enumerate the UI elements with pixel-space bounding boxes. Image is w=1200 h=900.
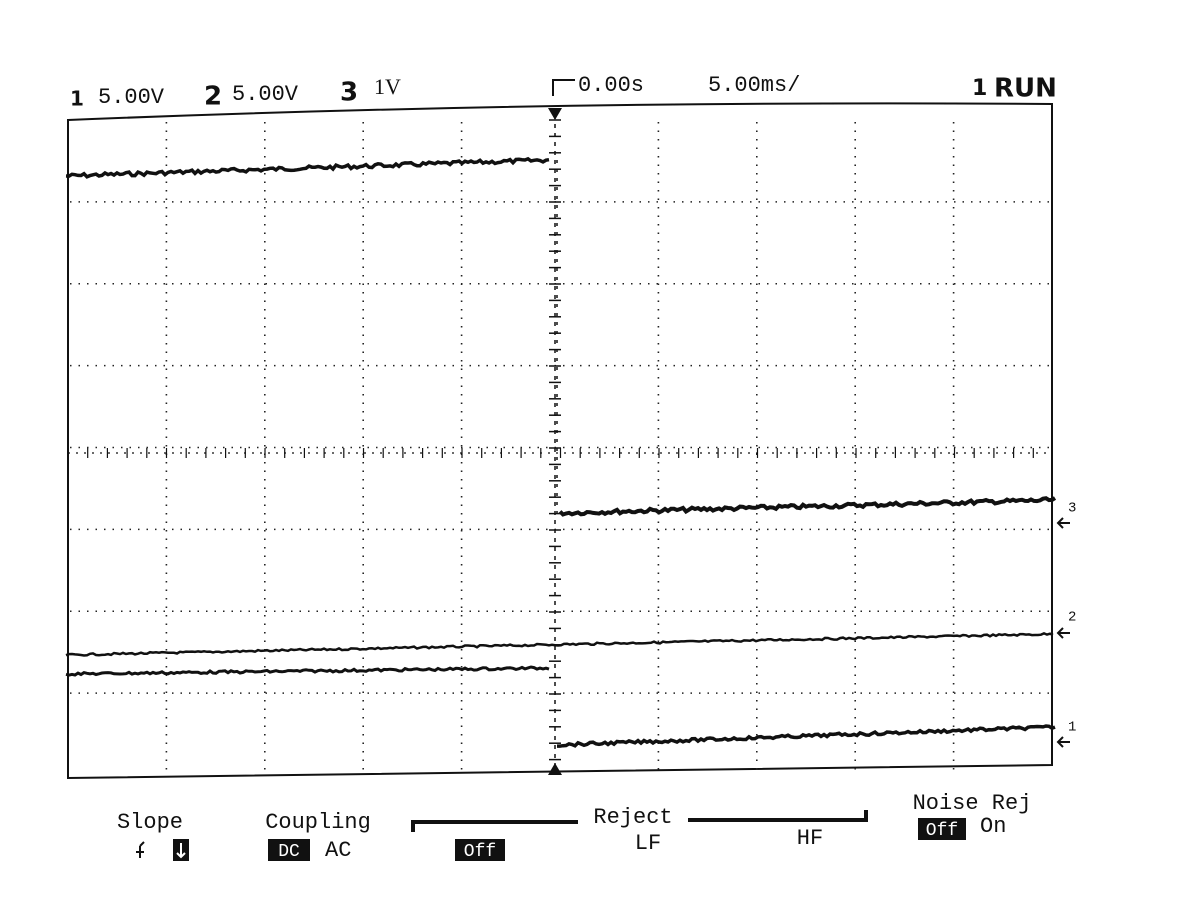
ch1-number: 1 xyxy=(70,87,84,111)
reject-bracket xyxy=(411,810,868,832)
noise-rej-label[interactable]: Noise Rej xyxy=(913,791,1032,816)
ch2-scale: 5.00V xyxy=(232,82,299,107)
ch1-scale: 5.00V xyxy=(98,85,165,110)
noise-off-selected[interactable] xyxy=(918,818,966,840)
reject-off-selected[interactable] xyxy=(455,839,505,861)
run-state: RUN xyxy=(994,74,1057,104)
graticule xyxy=(67,108,1052,775)
trace xyxy=(65,665,550,677)
marker-ch1: 1 xyxy=(1068,720,1076,736)
coupling-dc-selected[interactable] xyxy=(268,839,310,861)
trace xyxy=(557,724,1056,748)
noise-on[interactable]: On xyxy=(980,814,1006,839)
slope-label[interactable]: Slope xyxy=(117,810,183,835)
coupling-dc: DC xyxy=(278,842,300,862)
marker-arrow xyxy=(1056,627,1070,639)
trace xyxy=(65,156,550,179)
coupling-ac[interactable]: AC xyxy=(325,838,351,863)
trace xyxy=(65,632,1054,657)
coupling-label[interactable]: Coupling xyxy=(265,810,371,835)
marker-arrow xyxy=(1056,736,1070,748)
marker-ch2: 2 xyxy=(1068,610,1076,626)
delay: 0.00s xyxy=(578,73,644,98)
trace xyxy=(558,496,1057,517)
ch2-number: 2 xyxy=(204,82,222,112)
reject-label[interactable]: Reject xyxy=(593,805,672,830)
reject-off: Off xyxy=(464,842,496,862)
timebase: 5.00ms/ xyxy=(708,73,800,98)
trigger-delay-icon xyxy=(552,79,575,96)
reject-lf[interactable]: LF xyxy=(635,831,661,856)
noise-off: Off xyxy=(926,821,958,841)
marker-arrow xyxy=(1056,517,1070,529)
marker-ch3: 3 xyxy=(1068,501,1076,517)
screen-border xyxy=(67,102,1053,780)
reject-hf[interactable]: HF xyxy=(797,826,823,851)
traces xyxy=(65,156,1057,748)
ch3-number: 3 xyxy=(340,78,358,108)
ch3-scale: 1V xyxy=(374,74,401,99)
slope-falling-icon xyxy=(176,843,186,859)
slope-rising-icon[interactable] xyxy=(136,841,145,858)
trigger-source: 1 xyxy=(972,76,987,101)
